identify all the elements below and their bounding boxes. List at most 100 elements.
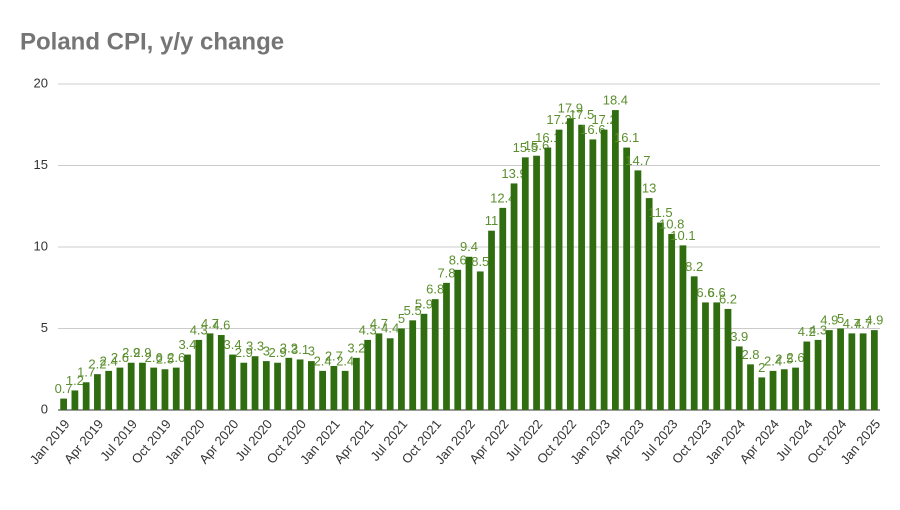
value-label: 11 [485, 213, 499, 228]
bar [747, 364, 754, 410]
bar [353, 357, 360, 410]
value-label: 3.9 [730, 329, 748, 344]
bar [105, 370, 113, 410]
value-label: 14.7 [625, 153, 650, 168]
value-label: 1.7 [77, 365, 95, 380]
value-label: 8.6 [449, 252, 467, 267]
bar [657, 222, 664, 410]
bar [195, 339, 203, 410]
value-label: 6.8 [426, 282, 444, 297]
value-label: 4.9 [820, 313, 838, 328]
bar [420, 313, 428, 410]
value-label: 2.4 [314, 353, 332, 368]
value-label: 6.2 [719, 291, 737, 306]
bar [566, 118, 574, 410]
bar [735, 346, 743, 410]
value-label: 4.2 [798, 324, 816, 339]
bar [71, 390, 79, 410]
bar [814, 339, 822, 410]
bar [499, 207, 507, 410]
bar [724, 308, 732, 410]
value-label: 5.5 [404, 303, 422, 318]
bar [859, 333, 867, 410]
bar [612, 110, 619, 410]
bar [229, 354, 236, 410]
value-label: 2.4 [764, 353, 782, 368]
value-label: 6.6 [696, 285, 714, 300]
value-label: 18.4 [603, 93, 628, 108]
value-label: 2.9 [122, 345, 140, 360]
value-label: 4.3 [190, 322, 208, 337]
value-label: 2.5 [775, 352, 793, 367]
value-label: 13 [642, 181, 656, 196]
value-label: 4.3 [359, 322, 377, 337]
value-label: 4.7 [843, 316, 861, 331]
value-label: 17.2 [546, 112, 571, 127]
bar [127, 362, 135, 410]
value-label: 2.9 [269, 345, 287, 360]
bar [262, 361, 270, 410]
bar [409, 320, 417, 410]
value-label: 2.9 [133, 345, 151, 360]
value-label: 0.7 [55, 381, 73, 396]
value-label: 10.8 [659, 216, 684, 231]
value-label: 2.4 [100, 353, 118, 368]
bar [398, 328, 405, 410]
value-label: 5.9 [415, 296, 433, 311]
bar [690, 276, 698, 410]
bar [116, 367, 124, 410]
bar [330, 365, 338, 410]
value-label: 11.5 [648, 205, 672, 220]
value-label: 12.4 [490, 190, 515, 205]
bar [870, 330, 878, 410]
bar [465, 256, 473, 410]
value-label: 3 [263, 344, 270, 359]
value-label: 3.4 [178, 337, 196, 352]
value-label: 2.6 [145, 350, 163, 365]
value-label: 4.7 [854, 316, 872, 331]
bar [623, 147, 631, 410]
value-label: 3.2 [280, 340, 298, 355]
value-label: 6.6 [708, 285, 726, 300]
value-label: 4.7 [370, 316, 388, 331]
bar [679, 245, 687, 410]
value-label: 15.5 [513, 140, 538, 155]
value-label: 3.3 [246, 339, 264, 354]
value-label: 1.2 [66, 373, 84, 388]
value-label: 16.1 [614, 130, 639, 145]
value-label: 2 [758, 360, 765, 375]
chart-title: Poland CPI, y/y change [20, 28, 284, 55]
bar [240, 362, 248, 410]
bar [848, 333, 856, 410]
value-label: 4.6 [212, 317, 230, 332]
value-label: 3.2 [347, 340, 365, 355]
y-tick-label: 15 [34, 157, 48, 172]
value-label: 2.8 [741, 347, 759, 362]
bar [578, 124, 585, 410]
value-label: 2.7 [325, 348, 343, 363]
bar [589, 139, 597, 411]
value-label: 2.6 [167, 350, 185, 365]
bar [386, 338, 394, 410]
value-label: 3.4 [223, 337, 241, 352]
bar [713, 302, 721, 410]
value-label: 7.8 [437, 265, 455, 280]
value-label: 16.1 [535, 130, 560, 145]
value-label: 8.5 [471, 254, 489, 269]
bar [825, 330, 833, 410]
bar [296, 359, 304, 410]
bar [341, 370, 349, 410]
bar [217, 335, 225, 410]
value-label: 4.9 [865, 313, 883, 328]
value-label: 17.9 [558, 101, 583, 116]
bar [837, 328, 844, 410]
value-label: 5 [398, 311, 405, 326]
value-label: 3 [308, 344, 315, 359]
bar [544, 147, 552, 410]
bar [555, 129, 563, 410]
bar [600, 129, 608, 410]
bar [161, 369, 169, 410]
value-label: 2.6 [111, 350, 129, 365]
bar [364, 339, 372, 410]
bar [780, 369, 788, 410]
